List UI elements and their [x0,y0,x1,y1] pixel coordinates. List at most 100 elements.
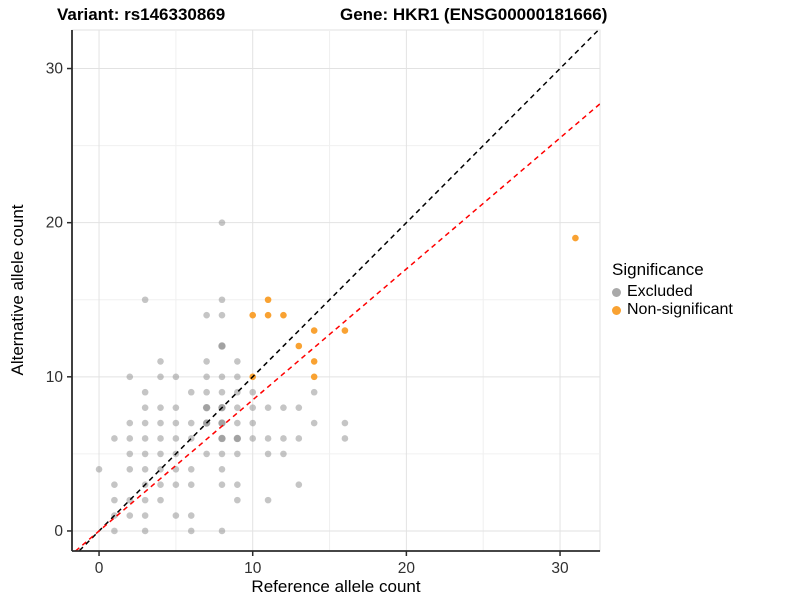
data-point-excluded [234,358,241,365]
data-point-excluded [95,466,103,473]
data-point-excluded [126,373,134,381]
data-point-excluded [341,419,349,427]
data-point-excluded [218,527,226,535]
y-axis-title: Alternative allele count [8,204,27,376]
data-point-excluded [157,373,164,381]
data-point-excluded [249,388,257,396]
data-point-excluded [295,481,303,489]
data-point-excluded [249,435,257,442]
data-point-excluded [141,496,149,504]
data-point-excluded [111,496,118,504]
data-point-excluded [126,512,134,519]
data-point-excluded [234,450,241,458]
data-point-non-significant [249,311,257,319]
data-point-excluded [172,404,180,411]
variant-title: Variant: rs146330869 [57,5,226,24]
x-tick-label: 10 [244,560,262,577]
identity-line [78,30,600,551]
data-point-excluded [218,296,226,304]
data-point-non-significant [310,373,318,381]
legend: Significance Excluded Non-significant [612,260,733,319]
data-point-excluded [157,358,164,365]
data-point-excluded [157,450,164,458]
data-point-excluded [172,419,180,427]
data-point-excluded [172,481,180,489]
y-tick-label: 20 [46,215,64,232]
data-point-excluded [295,404,303,411]
data-point-excluded [141,466,149,473]
data-point-excluded [203,373,210,381]
y-tick-label: 30 [46,61,64,78]
data-point-excluded [157,435,164,442]
data-point-excluded [264,404,272,411]
data-point-excluded [218,388,226,396]
x-tick-label: 0 [95,560,104,577]
data-point-excluded [157,404,164,411]
legend-title: Significance [612,260,704,279]
data-point-excluded [310,419,318,427]
x-axis-title: Reference allele count [251,577,421,596]
data-point-excluded [187,388,195,396]
data-point-excluded [218,450,226,458]
data-point-excluded [203,450,210,458]
data-point-excluded [310,388,318,396]
legend-item-non-significant: Non-significant [612,301,733,319]
data-point-excluded-overlap [202,403,211,412]
data-point-excluded [141,527,149,535]
data-point-excluded [111,481,118,489]
data-point-excluded [111,527,118,535]
y-tick-label: 10 [46,369,64,386]
data-point-excluded [141,419,149,427]
data-point-excluded [111,435,118,442]
data-point-excluded [295,435,303,442]
data-point-excluded-overlap [218,342,226,350]
data-point-excluded [280,404,287,411]
data-point-excluded [141,404,149,411]
data-point-excluded [264,450,272,458]
data-point-excluded [126,466,134,473]
x-tick-label: 20 [398,560,416,577]
data-point-excluded [141,450,149,458]
data-point-excluded [280,435,287,442]
data-point-excluded-overlap [233,434,242,443]
data-point-excluded [234,419,241,427]
non-significant-dot-icon [612,305,621,315]
data-point-excluded [157,481,164,489]
data-point-excluded-overlap [218,419,226,427]
data-point-excluded [249,404,257,411]
fit-line [74,102,600,551]
data-point-excluded [187,466,195,473]
data-point-excluded [264,435,272,442]
x-tick-label: 30 [551,560,569,577]
y-tick-label: 0 [54,523,63,540]
data-point-excluded [157,419,164,427]
data-point-non-significant [572,234,579,242]
legend-item-excluded: Excluded [612,283,733,301]
data-point-non-significant [310,327,318,334]
data-point-excluded [234,481,241,489]
data-point-excluded [218,373,226,381]
data-point-excluded [280,450,287,458]
data-point-excluded [126,419,134,427]
data-point-excluded [187,512,195,519]
data-point-excluded [218,466,226,473]
data-point-non-significant [264,296,272,304]
data-point-excluded [172,435,180,442]
data-point-excluded [234,404,241,411]
data-point-excluded [126,450,134,458]
data-point-excluded [249,419,257,427]
data-point-excluded [203,358,210,365]
data-point-excluded [141,296,149,304]
data-point-excluded [234,496,241,504]
data-point-excluded [203,311,210,319]
data-point-non-significant [295,342,303,350]
data-point-excluded [187,419,195,427]
legend-item-label: Non-significant [627,301,733,318]
data-point-excluded [141,435,149,442]
data-point-excluded [218,219,226,226]
data-point-excluded [203,388,210,396]
data-point-non-significant [341,327,349,334]
data-point-excluded [187,527,195,535]
